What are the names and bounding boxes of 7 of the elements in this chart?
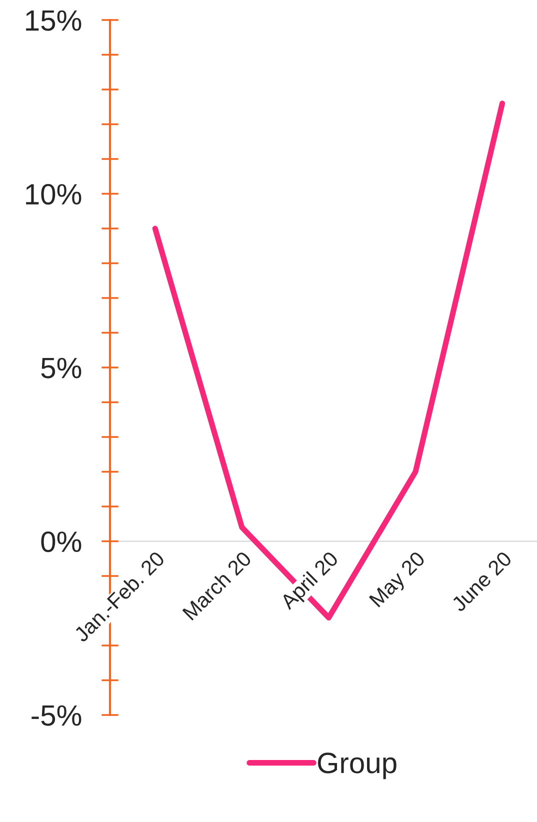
- y-tick-label: 10%: [26, 184, 82, 205]
- y-tick-label: -5%: [32, 705, 82, 726]
- x-tick-label: May 20: [368, 550, 429, 610]
- y-tick-label: 15%: [26, 10, 82, 31]
- y-tick-label: 5%: [41, 358, 82, 378]
- y-tick-label: 0%: [41, 531, 82, 552]
- legend-label: Group: [318, 752, 396, 780]
